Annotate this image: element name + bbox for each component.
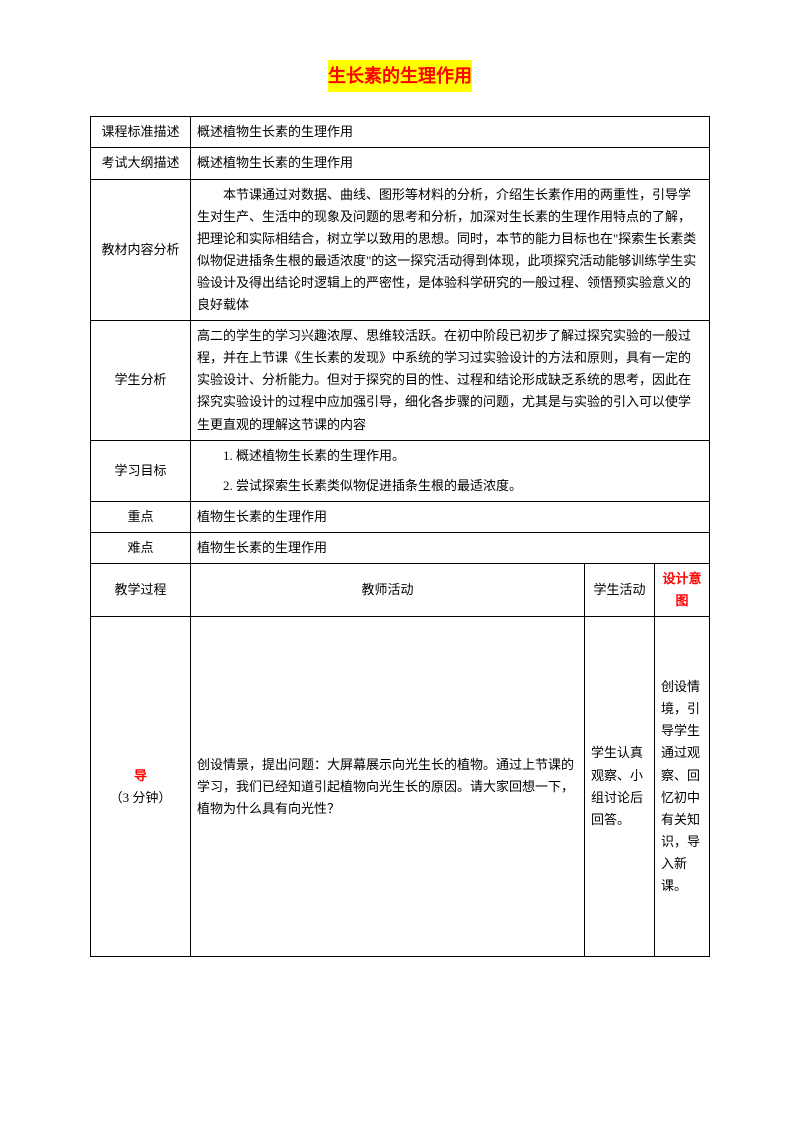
title-wrapper: 生长素的生理作用 <box>90 60 710 104</box>
student-content: 高二的学生的学习兴趣浓厚、思维较活跃。在初中阶段已初步了解过探究实验的一般过程，… <box>191 321 710 440</box>
material-text: 本节课通过对数据、曲线、图形等材料的分析，介绍生长素作用的两重性，引导学生对生产… <box>197 184 703 317</box>
student-header: 学生活动 <box>584 563 654 616</box>
objective-line-2: 2. 尝试探索生长素类似物促进插条生根的最适浓度。 <box>197 475 703 497</box>
intro-label: 导 <box>97 765 184 787</box>
page-title: 生长素的生理作用 <box>328 60 472 92</box>
material-label: 教材内容分析 <box>91 179 191 321</box>
intro-student: 学生认真观察、小组讨论后回答。 <box>584 617 654 957</box>
material-content: 本节课通过对数据、曲线、图形等材料的分析，介绍生长素作用的两重性，引导学生对生产… <box>191 179 710 321</box>
table-row: 导 （3 分钟） 创设情景，提出问题：大屏幕展示向光生长的植物。通过上节课的学习… <box>91 617 710 957</box>
exam-label: 考试大纲描述 <box>91 148 191 179</box>
key-content: 植物生长素的生理作用 <box>191 501 710 532</box>
table-row: 重点 植物生长素的生理作用 <box>91 501 710 532</box>
table-row: 难点 植物生长素的生理作用 <box>91 532 710 563</box>
difficulty-content: 植物生长素的生理作用 <box>191 532 710 563</box>
table-row: 教学过程 教师活动 学生活动 设计意图 <box>91 563 710 616</box>
intro-design: 创设情境，引导学生通过观察、回忆初中有关知识，导入新课。 <box>654 617 709 957</box>
intro-teacher: 创设情景，提出问题：大屏幕展示向光生长的植物。通过上节课的学习，我们已经知道引起… <box>191 617 585 957</box>
intro-time: （3 分钟） <box>97 787 184 809</box>
exam-content: 概述植物生长素的生理作用 <box>191 148 710 179</box>
intro-label-cell: 导 （3 分钟） <box>91 617 191 957</box>
table-row: 教材内容分析 本节课通过对数据、曲线、图形等材料的分析，介绍生长素作用的两重性，… <box>91 179 710 321</box>
table-row: 学生分析 高二的学生的学习兴趣浓厚、思维较活跃。在初中阶段已初步了解过探究实验的… <box>91 321 710 440</box>
table-row: 学习目标 1. 概述植物生长素的生理作用。 2. 尝试探索生长素类似物促进插条生… <box>91 440 710 501</box>
student-label: 学生分析 <box>91 321 191 440</box>
key-label: 重点 <box>91 501 191 532</box>
design-header: 设计意图 <box>654 563 709 616</box>
table-row: 课程标准描述 概述植物生长素的生理作用 <box>91 117 710 148</box>
table-row: 考试大纲描述 概述植物生长素的生理作用 <box>91 148 710 179</box>
difficulty-label: 难点 <box>91 532 191 563</box>
objective-line-1: 1. 概述植物生长素的生理作用。 <box>197 445 703 467</box>
objective-content: 1. 概述植物生长素的生理作用。 2. 尝试探索生长素类似物促进插条生根的最适浓… <box>191 440 710 501</box>
teacher-header: 教师活动 <box>191 563 585 616</box>
process-label: 教学过程 <box>91 563 191 616</box>
standard-label: 课程标准描述 <box>91 117 191 148</box>
standard-content: 概述植物生长素的生理作用 <box>191 117 710 148</box>
lesson-plan-table: 课程标准描述 概述植物生长素的生理作用 考试大纲描述 概述植物生长素的生理作用 … <box>90 116 710 957</box>
objective-label: 学习目标 <box>91 440 191 501</box>
